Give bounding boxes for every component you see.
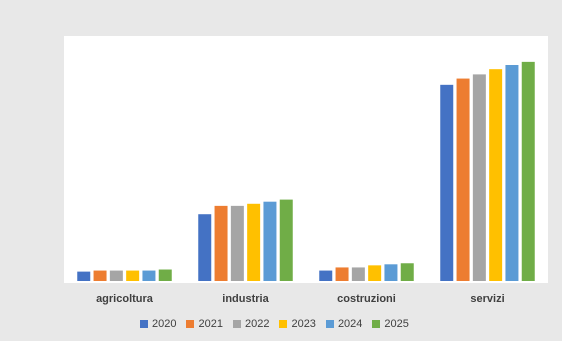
legend-label: 2021	[198, 318, 223, 330]
bar-servizi-2022	[472, 74, 486, 282]
legend-item-2022: 2022	[232, 318, 270, 330]
legend-label: 2022	[244, 318, 270, 330]
legend-swatch	[140, 320, 148, 328]
bar-costruzioni-2020	[319, 270, 333, 281]
bar-industria-2022	[230, 205, 244, 281]
bar-agricoltura-2021	[93, 270, 107, 281]
legend-swatch	[232, 320, 241, 328]
bar-industria-2025	[279, 199, 293, 281]
category-label-industria: industria	[222, 293, 269, 305]
bar-agricoltura-2023	[126, 270, 140, 281]
bar-agricoltura-2020	[77, 271, 91, 281]
bars-group	[77, 61, 535, 282]
bar-servizi-2024	[505, 65, 519, 281]
legend-swatch	[325, 320, 334, 328]
category-labels: agricoltura industria costruzioni servizi	[96, 293, 505, 305]
legend-label: 2020	[152, 318, 177, 330]
bar-costruzioni-2021	[335, 267, 349, 281]
bar-servizi-2020	[440, 84, 454, 282]
legend-item-2023: 2023	[279, 318, 316, 330]
legend-item-2024: 2024	[325, 318, 363, 330]
legend-label: 2023	[291, 318, 316, 330]
legend-label: 2024	[337, 318, 363, 330]
legend-swatch	[279, 320, 288, 328]
bar-agricoltura-2025	[158, 269, 172, 281]
category-label-agricoltura: agricoltura	[96, 293, 154, 305]
legend: 2020 2021 2022 2023 2024 2025	[140, 318, 409, 330]
bar-costruzioni-2023	[368, 265, 382, 281]
bar-industria-2024	[263, 201, 277, 281]
bar-servizi-2025	[521, 61, 535, 281]
bar-servizi-2023	[489, 69, 503, 281]
bar-costruzioni-2024	[384, 264, 398, 281]
legend-item-2025: 2025	[372, 318, 409, 330]
bar-industria-2023	[247, 203, 261, 281]
legend-label: 2025	[384, 318, 409, 330]
legend-item-2021: 2021	[186, 318, 223, 330]
category-label-costruzioni: costruzioni	[337, 293, 396, 305]
bar-agricoltura-2024	[142, 270, 156, 281]
category-label-servizi: servizi	[470, 293, 504, 305]
bar-servizi-2021	[456, 78, 470, 281]
bar-industria-2020	[198, 214, 212, 281]
legend-swatch	[372, 320, 381, 328]
bar-costruzioni-2022	[351, 267, 365, 281]
bar-costruzioni-2025	[400, 263, 414, 281]
legend-swatch	[186, 320, 195, 328]
legend-item-2020: 2020	[140, 318, 176, 330]
bar-industria-2021	[214, 205, 228, 281]
bar-agricoltura-2022	[109, 270, 123, 281]
